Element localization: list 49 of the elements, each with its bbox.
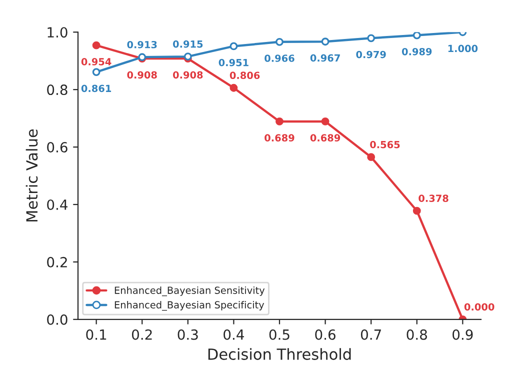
x-tick-label: 0.6 [315,329,336,340]
x-tick-label: 0.7 [360,329,381,340]
data-label: 0.908 [127,71,157,79]
point [92,68,100,76]
data-label: 0.967 [310,54,340,62]
data-label: 0.861 [81,84,112,92]
point [230,42,238,50]
y-tick-label: 0.0 [47,314,68,325]
point [276,38,284,46]
x-tick-label: 0.3 [178,329,198,340]
x-tick-label: 0.8 [406,329,427,340]
data-label: 1.000 [448,44,478,52]
point [276,118,284,126]
legend-label: Enhanced_Bayesian Specificity [114,300,264,311]
x-tick-label: 0.9 [452,329,473,340]
data-label: 0.689 [264,134,294,142]
data-label: 0.913 [127,40,157,48]
point [321,118,330,126]
y-tick-label: 0.8 [47,84,68,96]
point [367,34,376,42]
x-axis-title: Decision Threshold [208,348,351,360]
x-tick-label: 0.2 [132,329,152,340]
y-tick-label: 0.4 [47,199,68,210]
x-tick-label: 0.4 [224,329,244,340]
data-label: 0.000 [464,303,494,311]
data-label: 0.989 [402,48,432,56]
data-label: 0.565 [370,140,400,148]
point [367,153,376,162]
point [321,38,330,46]
data-label: 0.915 [173,40,203,48]
x-tick-label: 0.1 [86,329,106,340]
data-label: 0.806 [230,72,260,80]
data-label: 0.966 [264,54,294,62]
data-label: 0.908 [173,71,203,79]
y-axis-title: Metric Value [26,129,38,222]
point [412,206,421,215]
y-tick-label: 0.6 [47,142,68,153]
data-label: 0.951 [218,58,248,66]
y-tick-label: 1.0 [48,27,68,38]
point [92,41,100,50]
data-label: 0.689 [310,134,340,142]
data-label: 0.954 [81,58,112,66]
data-label: 0.979 [356,50,386,58]
data-label: 0.378 [418,194,448,202]
point [230,84,238,92]
legend-label: Enhanced_Bayesian Sensitivity [114,286,265,296]
point [412,32,421,40]
x-tick-label: 0.5 [269,329,290,340]
y-tick-label: 0.2 [47,256,67,268]
